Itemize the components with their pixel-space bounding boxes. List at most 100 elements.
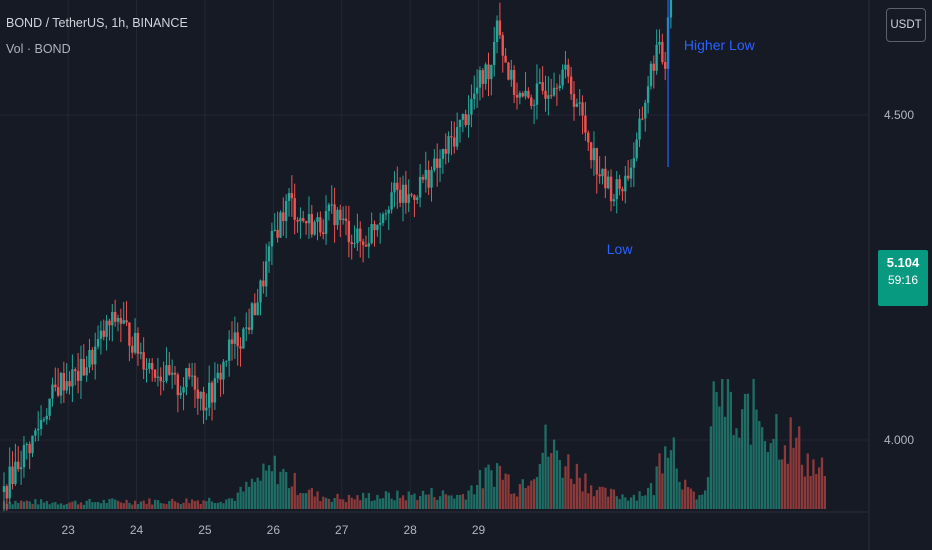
candle-body[interactable] xyxy=(644,102,647,119)
candle-body[interactable] xyxy=(347,220,351,243)
candle-body[interactable] xyxy=(424,169,427,180)
candle-body[interactable] xyxy=(359,228,362,242)
candle-body[interactable] xyxy=(330,204,333,206)
candle-body[interactable] xyxy=(555,87,559,89)
candle-body[interactable] xyxy=(299,218,302,222)
candle-body[interactable] xyxy=(515,94,519,98)
candle-body[interactable] xyxy=(518,92,522,98)
candle-body[interactable] xyxy=(136,332,140,354)
candle-body[interactable] xyxy=(504,55,507,63)
candle-body[interactable] xyxy=(364,244,368,247)
candle-body[interactable] xyxy=(94,346,97,365)
candle-body[interactable] xyxy=(302,218,305,221)
candle-body[interactable] xyxy=(333,204,336,225)
candle-body[interactable] xyxy=(339,209,342,220)
candle-body[interactable] xyxy=(430,170,433,188)
candle-body[interactable] xyxy=(128,322,131,346)
candle-body[interactable] xyxy=(609,176,613,202)
candle-body[interactable] xyxy=(572,94,576,107)
candle-body[interactable] xyxy=(179,392,182,396)
candle-body[interactable] xyxy=(669,0,673,18)
candle-body[interactable] xyxy=(575,103,579,107)
candle-body[interactable] xyxy=(111,311,114,326)
candle-body[interactable] xyxy=(213,378,217,403)
candle-body[interactable] xyxy=(658,41,661,45)
candle-body[interactable] xyxy=(521,92,524,97)
candle-body[interactable] xyxy=(256,302,259,316)
candle-body[interactable] xyxy=(512,70,516,95)
candle-body[interactable] xyxy=(219,372,222,380)
candle-body[interactable] xyxy=(444,148,447,154)
candle-body[interactable] xyxy=(481,70,484,84)
candle-body[interactable] xyxy=(85,367,88,376)
candle-body[interactable] xyxy=(632,158,636,168)
candle-body[interactable] xyxy=(461,114,465,120)
candle-body[interactable] xyxy=(262,280,265,287)
candle-body[interactable] xyxy=(284,200,288,222)
candle-body[interactable] xyxy=(65,381,68,391)
candle-body[interactable] xyxy=(455,127,459,147)
candle-body[interactable] xyxy=(145,368,148,370)
candle-body[interactable] xyxy=(421,176,425,180)
candle-body[interactable] xyxy=(535,83,539,105)
candle-body[interactable] xyxy=(307,214,311,224)
candle-body[interactable] xyxy=(530,97,533,106)
candle-body[interactable] xyxy=(99,330,103,339)
candle-body[interactable] xyxy=(612,199,616,202)
candle-body[interactable] xyxy=(102,330,105,337)
candle-body[interactable] xyxy=(621,188,624,192)
candle-body[interactable] xyxy=(190,375,194,377)
candle-body[interactable] xyxy=(233,332,237,344)
candle-body[interactable] xyxy=(398,189,402,203)
candle-body[interactable] xyxy=(119,317,123,324)
candle-body[interactable] xyxy=(595,148,598,175)
candle-body[interactable] xyxy=(541,82,544,91)
candle-body[interactable] xyxy=(170,372,174,375)
candle-body[interactable] xyxy=(142,352,145,370)
candle-body[interactable] xyxy=(22,445,26,468)
candle-body[interactable] xyxy=(210,382,214,403)
symbol-legend[interactable]: BOND / TetherUS, 1h, BINANCE xyxy=(6,16,188,30)
candle-body[interactable] xyxy=(618,179,621,189)
candle-body[interactable] xyxy=(544,90,547,99)
candle-body[interactable] xyxy=(390,192,393,210)
candle-body[interactable] xyxy=(216,372,219,379)
candle-body[interactable] xyxy=(527,90,530,98)
candle-body[interactable] xyxy=(39,420,43,429)
candle-body[interactable] xyxy=(453,137,456,147)
candle-body[interactable] xyxy=(336,209,339,225)
candle-body[interactable] xyxy=(373,223,376,231)
candle-body[interactable] xyxy=(122,320,125,324)
candle-body[interactable] xyxy=(276,229,279,238)
candle-body[interactable] xyxy=(436,158,439,168)
candle-body[interactable] xyxy=(510,70,513,80)
candle-body[interactable] xyxy=(5,486,9,499)
candle-body[interactable] xyxy=(11,466,14,484)
candle-body[interactable] xyxy=(624,175,627,192)
candle-body[interactable] xyxy=(108,320,111,326)
candle-body[interactable] xyxy=(467,114,470,126)
candle-body[interactable] xyxy=(139,352,142,354)
candle-body[interactable] xyxy=(626,175,630,179)
candle-body[interactable] xyxy=(74,369,77,372)
candle-body[interactable] xyxy=(649,63,653,87)
candle-body[interactable] xyxy=(242,328,245,349)
candle-body[interactable] xyxy=(28,444,31,454)
candle-body[interactable] xyxy=(587,132,590,143)
candle-body[interactable] xyxy=(159,376,162,382)
candle-body[interactable] xyxy=(71,369,74,387)
candle-body[interactable] xyxy=(2,486,6,492)
candle-body[interactable] xyxy=(550,95,553,97)
candle-body[interactable] xyxy=(567,64,570,77)
candle-body[interactable] xyxy=(493,41,496,65)
candle-body[interactable] xyxy=(188,368,191,377)
candle-body[interactable] xyxy=(538,82,541,84)
currency-button[interactable]: USDT xyxy=(886,8,926,42)
candle-body[interactable] xyxy=(450,136,453,138)
candle-body[interactable] xyxy=(584,115,587,133)
candle-body[interactable] xyxy=(629,167,633,179)
candle-body[interactable] xyxy=(558,85,561,89)
candle-body[interactable] xyxy=(199,391,202,399)
candle-body[interactable] xyxy=(202,391,205,411)
candle-body[interactable] xyxy=(247,327,251,330)
